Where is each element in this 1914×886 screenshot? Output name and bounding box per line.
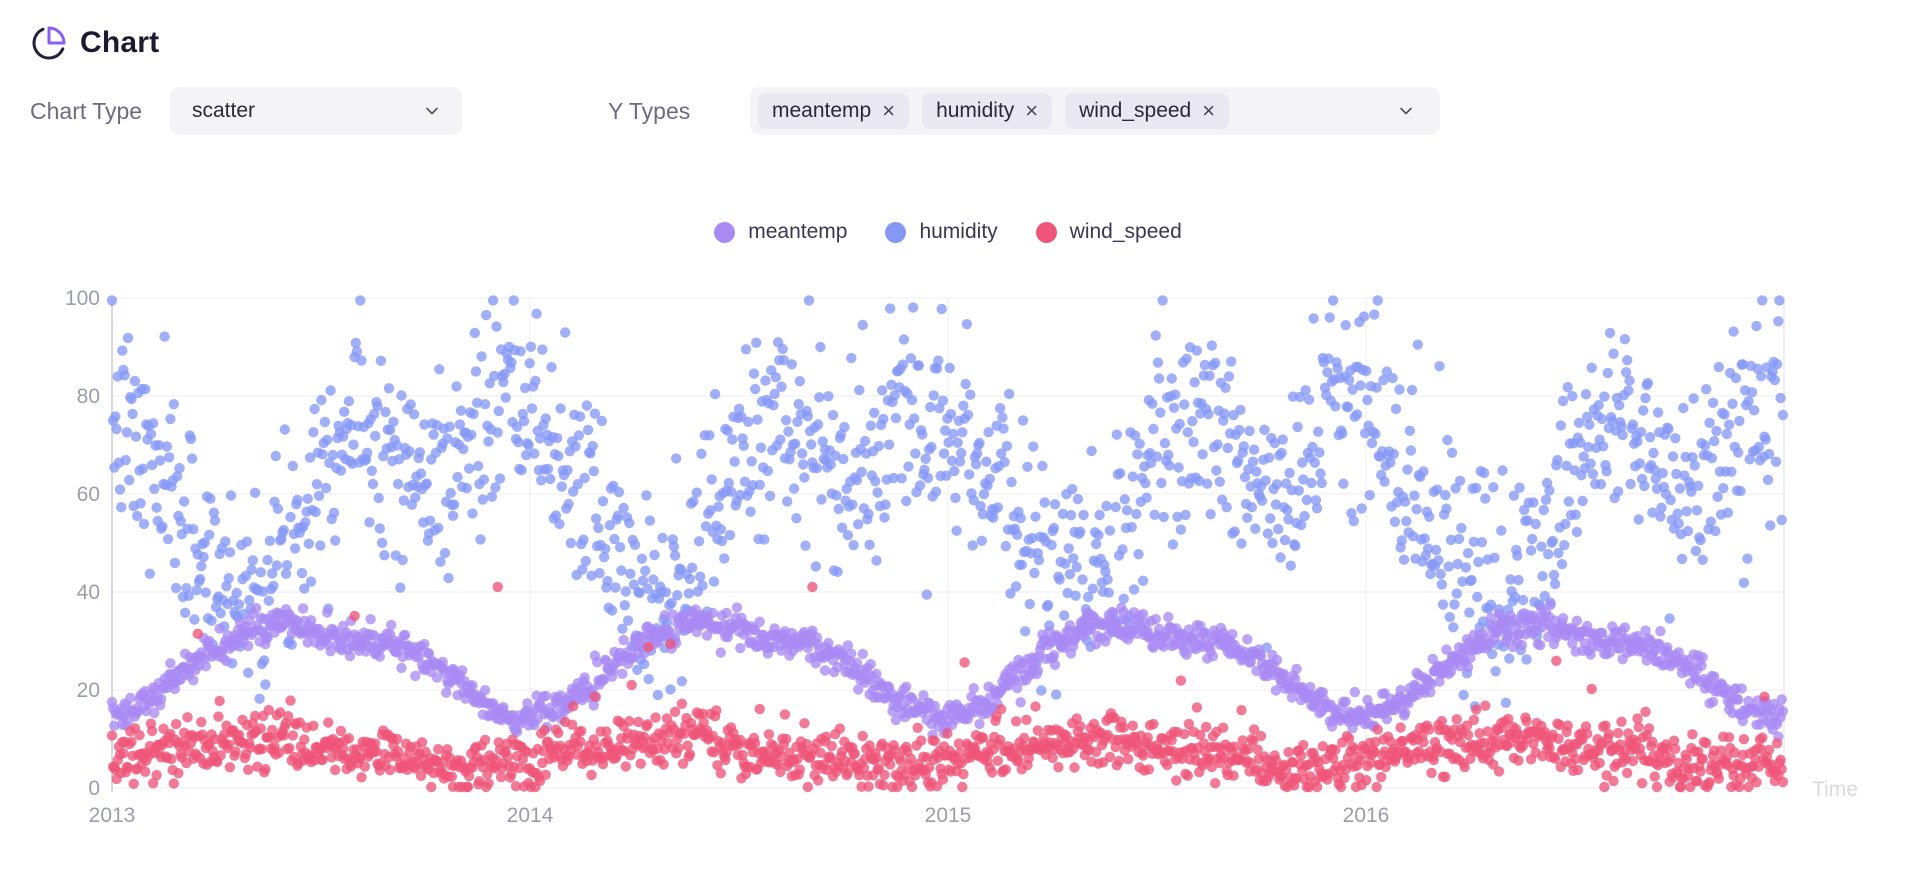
y-axis-tick: 60: [77, 483, 100, 506]
legend-label: humidity: [919, 220, 998, 243]
chevron-down-icon: [1400, 107, 1412, 115]
legend-swatch: [1035, 221, 1057, 243]
remove-tag-icon[interactable]: ×: [882, 98, 896, 123]
tag-label: wind_speed: [1079, 99, 1192, 122]
x-axis-tick: 2016: [1343, 804, 1390, 827]
page-title: Chart: [80, 26, 160, 59]
chart-type-value: scatter: [192, 99, 256, 122]
legend-swatch: [714, 221, 736, 243]
time-axis-label: Time: [1812, 778, 1858, 801]
legend-item[interactable]: humidity: [885, 220, 998, 244]
scatter-chart: 0 20 40 60 80 100 2013 2014 2015 2016 Time: [65, 287, 1858, 827]
pie-chart-icon: [30, 24, 68, 62]
legend-label: meantemp: [748, 220, 848, 243]
header: Chart: [30, 24, 159, 62]
y-axis-tick: 80: [77, 385, 100, 408]
y-type-tag[interactable]: meantemp ×: [758, 93, 910, 129]
tag-label: humidity: [936, 99, 1015, 122]
controls-row: Chart Type scatter Y Types meantemp × humi…: [0, 87, 1914, 135]
chart-legend: meantemp humidity wind_speed: [112, 217, 1784, 247]
y-type-tag[interactable]: wind_speed ×: [1065, 93, 1230, 129]
x-axis-tick: 2013: [89, 804, 136, 827]
y-axis-tick: 0: [88, 777, 100, 800]
legend-swatch: [885, 221, 907, 243]
y-axis-tick: 40: [77, 581, 100, 604]
legend-item[interactable]: meantemp: [714, 220, 847, 244]
x-axis-tick: 2015: [925, 804, 972, 827]
y-type-tag[interactable]: humidity ×: [922, 93, 1053, 129]
legend-item[interactable]: wind_speed: [1035, 220, 1182, 244]
tag-label: meantemp: [772, 99, 872, 122]
y-axis-tick: 100: [65, 287, 100, 310]
legend-label: wind_speed: [1069, 220, 1182, 243]
series-wind_speed: [106, 581, 1789, 793]
x-axis-tick: 2014: [507, 804, 554, 827]
chart-type-select[interactable]: scatter: [170, 87, 462, 135]
remove-tag-icon[interactable]: ×: [1202, 98, 1216, 123]
y-axis-tick: 20: [77, 679, 100, 702]
y-types-label: Y Types: [608, 97, 691, 124]
series-humidity: [106, 295, 1789, 712]
chart-type-label: Chart Type: [30, 97, 143, 124]
series-meantemp: [106, 599, 1789, 742]
remove-tag-icon[interactable]: ×: [1025, 98, 1039, 123]
y-types-multiselect[interactable]: meantemp × humidity × wind_speed ×: [750, 87, 1440, 135]
chevron-down-icon: [426, 107, 438, 115]
